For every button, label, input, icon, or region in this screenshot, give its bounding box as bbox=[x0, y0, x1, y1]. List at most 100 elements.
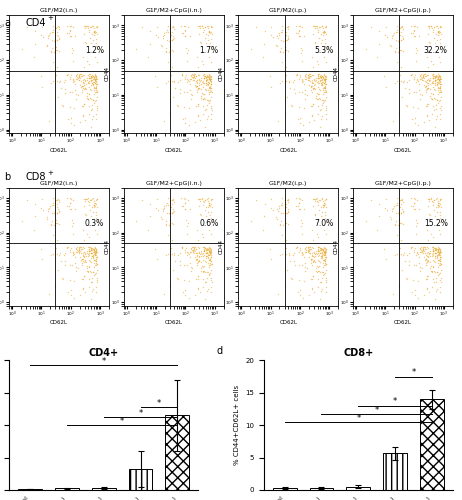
Point bbox=[91, 252, 98, 260]
Point bbox=[195, 100, 202, 108]
Point bbox=[294, 202, 302, 209]
Text: *: * bbox=[157, 400, 161, 408]
Point bbox=[415, 252, 423, 260]
Point bbox=[408, 242, 415, 250]
Point bbox=[437, 260, 444, 268]
Point bbox=[88, 246, 96, 254]
Point bbox=[321, 247, 328, 255]
Point bbox=[415, 86, 423, 94]
Point bbox=[410, 26, 418, 34]
Point bbox=[32, 27, 39, 35]
Y-axis label: CD44: CD44 bbox=[104, 66, 109, 82]
Point bbox=[69, 57, 76, 65]
Point bbox=[432, 278, 439, 286]
Point bbox=[168, 200, 176, 208]
Point bbox=[164, 58, 171, 66]
Point bbox=[316, 244, 323, 252]
Point bbox=[77, 291, 84, 299]
Point bbox=[312, 92, 319, 100]
Point bbox=[53, 204, 60, 212]
Point bbox=[202, 86, 210, 94]
Point bbox=[158, 40, 165, 48]
Point bbox=[427, 89, 435, 97]
Point bbox=[202, 72, 210, 80]
Point bbox=[422, 254, 430, 262]
Point bbox=[187, 90, 195, 98]
Point bbox=[432, 245, 439, 253]
Point bbox=[91, 26, 98, 34]
Point bbox=[92, 247, 99, 255]
Point bbox=[85, 275, 92, 283]
Point bbox=[205, 246, 212, 254]
Point bbox=[316, 249, 324, 257]
Point bbox=[208, 80, 215, 88]
Point bbox=[37, 244, 44, 252]
Point bbox=[82, 197, 89, 205]
Point bbox=[437, 46, 444, 54]
Point bbox=[437, 251, 444, 259]
Point bbox=[274, 204, 281, 212]
Point bbox=[421, 70, 428, 78]
Point bbox=[200, 247, 207, 255]
Point bbox=[430, 78, 437, 86]
Point bbox=[88, 249, 95, 257]
Point bbox=[431, 76, 438, 84]
Point bbox=[55, 34, 63, 42]
Point bbox=[49, 22, 57, 30]
Point bbox=[291, 88, 298, 96]
Point bbox=[399, 24, 406, 32]
Point bbox=[436, 74, 443, 82]
Point bbox=[206, 256, 213, 264]
Point bbox=[431, 95, 438, 103]
Point bbox=[306, 291, 313, 299]
Point bbox=[204, 250, 212, 258]
Point bbox=[207, 74, 214, 82]
Point bbox=[314, 233, 322, 241]
Point bbox=[311, 211, 319, 219]
Point bbox=[191, 291, 199, 299]
Point bbox=[319, 250, 327, 258]
Point bbox=[299, 46, 306, 54]
Point bbox=[432, 246, 439, 254]
Point bbox=[433, 75, 440, 83]
Point bbox=[426, 77, 433, 85]
Point bbox=[200, 252, 207, 260]
Point bbox=[204, 78, 212, 86]
Point bbox=[420, 70, 427, 78]
Point bbox=[206, 243, 213, 251]
Point bbox=[93, 106, 101, 114]
Point bbox=[44, 204, 52, 212]
Point bbox=[203, 73, 210, 81]
Point bbox=[316, 23, 323, 31]
Point bbox=[432, 73, 439, 81]
Point bbox=[393, 58, 401, 66]
Point bbox=[429, 90, 436, 98]
Point bbox=[320, 90, 327, 98]
Point bbox=[196, 116, 204, 124]
Point bbox=[90, 250, 97, 258]
Point bbox=[200, 60, 207, 68]
Point bbox=[162, 47, 170, 55]
Point bbox=[320, 248, 328, 256]
Point bbox=[46, 204, 53, 212]
Point bbox=[301, 248, 309, 256]
Point bbox=[279, 230, 286, 238]
Point bbox=[422, 82, 430, 90]
Point bbox=[207, 35, 214, 43]
Point bbox=[302, 94, 309, 102]
Point bbox=[91, 29, 98, 37]
Point bbox=[320, 70, 328, 78]
Point bbox=[296, 246, 304, 254]
Point bbox=[317, 245, 324, 253]
Point bbox=[397, 36, 404, 44]
Point bbox=[305, 71, 312, 79]
Point bbox=[382, 255, 389, 263]
Point bbox=[199, 96, 207, 104]
Point bbox=[317, 86, 324, 94]
Point bbox=[283, 196, 291, 203]
Point bbox=[316, 278, 323, 286]
Point bbox=[69, 75, 76, 83]
Point bbox=[427, 74, 434, 82]
Point bbox=[192, 72, 200, 80]
Point bbox=[295, 276, 303, 284]
